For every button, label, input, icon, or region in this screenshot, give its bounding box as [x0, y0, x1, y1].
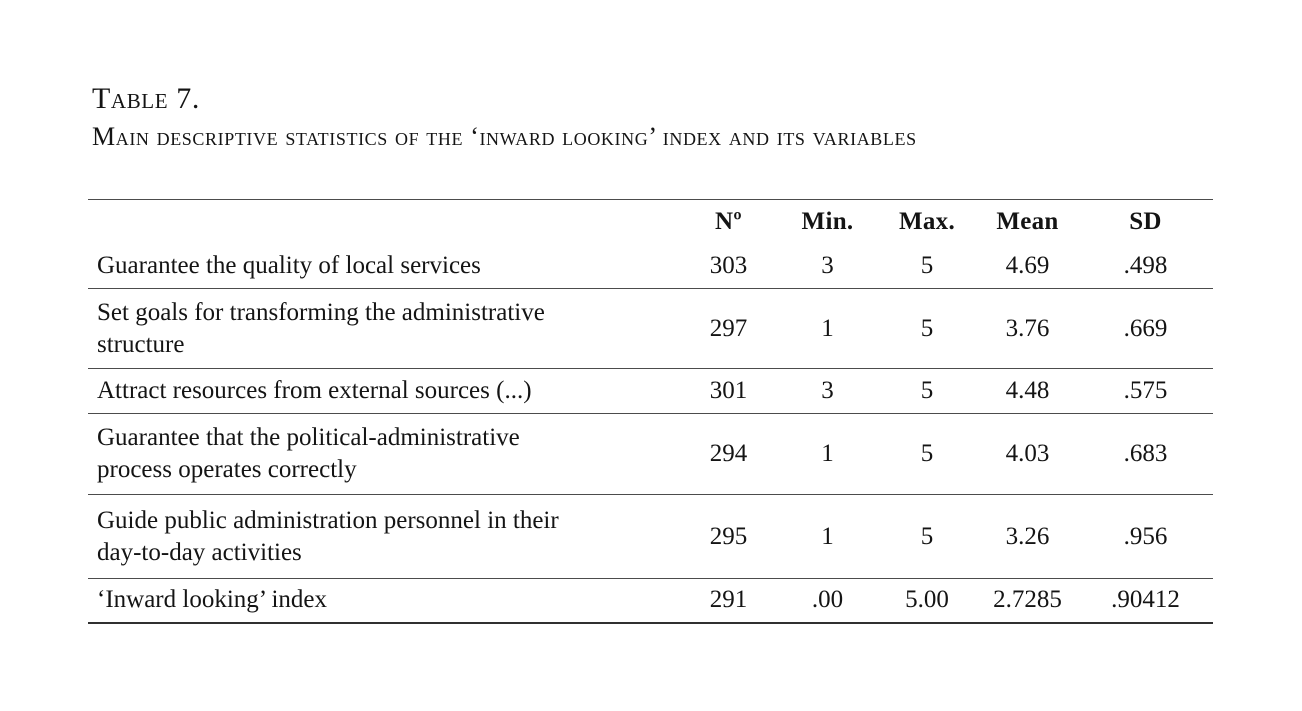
row-n: 301	[709, 377, 748, 404]
row-max: 5	[920, 377, 934, 404]
header-n: Nº	[715, 207, 742, 235]
row-label: Guide public administration personnel in…	[97, 506, 559, 566]
table-title: Main descriptive statistics of the ‘inwa…	[92, 122, 917, 151]
row-sd: .669	[1123, 314, 1168, 342]
table-caption: Table 7. Main descriptive statistics of …	[92, 82, 917, 152]
row-n: 297	[709, 314, 748, 342]
row-label: Attract resources from external sources …	[97, 377, 532, 404]
row-sd: .498	[1123, 251, 1168, 279]
row-n: 303	[709, 251, 748, 279]
row-min: 1	[821, 314, 834, 342]
table-row: Attract resources from external sources …	[88, 369, 1213, 414]
header-row: Nº Min. Max. Mean SD	[88, 200, 1213, 244]
table-row: Guide public administration personnel in…	[88, 495, 1213, 579]
row-sd: .575	[1123, 377, 1168, 404]
table-row: Guarantee the quality of local services …	[88, 244, 1213, 289]
header-variable	[88, 200, 679, 244]
header-sd: SD	[1129, 207, 1162, 235]
row-max: 5	[920, 314, 934, 342]
header-min: Min.	[801, 207, 854, 235]
row-sd: .956	[1123, 522, 1168, 550]
header-mean: Mean	[996, 207, 1059, 235]
row-max: 5	[920, 440, 934, 467]
row-mean: 4.69	[1005, 251, 1050, 279]
row-sd: .90412	[1111, 586, 1180, 614]
row-mean: 4.03	[1005, 440, 1050, 467]
row-n: 291	[709, 586, 748, 614]
row-mean: 2.7285	[993, 586, 1062, 614]
row-min: 1	[821, 522, 834, 550]
row-min: 3	[821, 251, 834, 279]
row-label: Set goals for transforming the administr…	[97, 298, 545, 358]
table-row: ‘Inward looking’ index 291 .00 5.00 2.72…	[88, 579, 1213, 623]
row-max: 5	[920, 522, 934, 550]
table-row: Set goals for transforming the administr…	[88, 289, 1213, 369]
row-min: 3	[821, 377, 834, 404]
statistics-table: Nº Min. Max. Mean SD Guarantee the quali…	[88, 199, 1213, 624]
header-max: Max.	[898, 207, 956, 235]
table-row: Guarantee that the political-administrat…	[88, 414, 1213, 495]
row-label: Guarantee that the political-administrat…	[97, 424, 520, 483]
row-sd: .683	[1123, 440, 1168, 467]
row-n: 295	[709, 522, 748, 550]
row-max: 5	[920, 251, 934, 279]
row-max: 5.00	[905, 586, 949, 614]
row-mean: 3.76	[1005, 314, 1050, 342]
row-mean: 3.26	[1005, 522, 1050, 550]
row-label: Guarantee the quality of local services	[97, 251, 481, 279]
row-mean: 4.48	[1005, 377, 1050, 404]
table-number: Table 7.	[92, 82, 200, 115]
row-n: 294	[709, 440, 748, 467]
row-min: .00	[811, 586, 844, 614]
row-min: 1	[821, 440, 834, 467]
row-label: ‘Inward looking’ index	[97, 586, 328, 614]
